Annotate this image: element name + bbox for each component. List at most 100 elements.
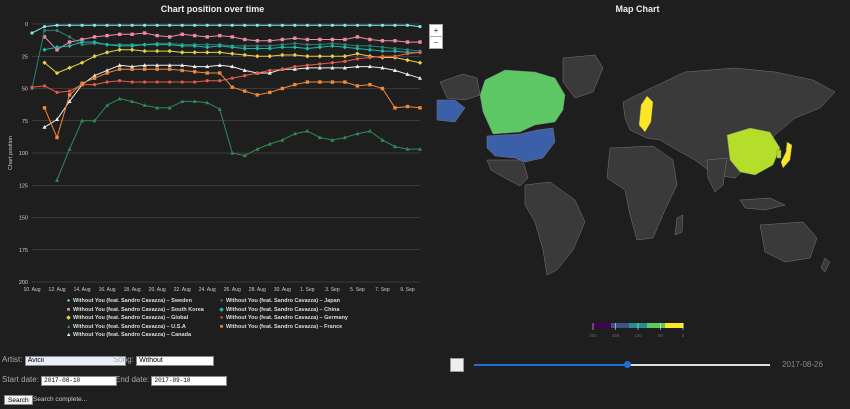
data-point — [418, 106, 422, 110]
new-zealand-region — [820, 257, 831, 273]
japan-region[interactable] — [780, 141, 793, 169]
data-point — [79, 39, 85, 45]
data-point — [180, 99, 185, 103]
data-point — [55, 28, 59, 33]
data-point — [243, 74, 247, 78]
data-point — [318, 37, 322, 42]
data-point — [380, 45, 385, 49]
data-point — [230, 85, 234, 89]
legend-item[interactable]: ◆ Without You (feat. Sandro Cavazza) – Ch… — [219, 307, 339, 313]
data-point — [180, 23, 184, 27]
world-map[interactable]: 200 150 100 50 0 — [425, 0, 850, 345]
data-point — [130, 23, 134, 27]
legend-item[interactable]: ■ Without You (feat. Sandro Cavazza) – So… — [66, 307, 204, 313]
legend-item[interactable]: ● Without You (feat. Sandro Cavazza) – Ge… — [219, 315, 348, 321]
data-point — [355, 35, 360, 39]
data-point — [130, 80, 134, 84]
india-region — [706, 157, 728, 193]
data-point — [55, 117, 60, 122]
data-point — [92, 83, 97, 87]
data-point — [205, 43, 209, 47]
search-button[interactable]: Search — [4, 395, 33, 405]
song-row: Song: — [113, 355, 215, 366]
data-point — [330, 43, 335, 49]
data-point — [355, 23, 360, 27]
data-point — [255, 54, 260, 59]
map-landmasses — [439, 54, 836, 276]
data-point — [217, 106, 222, 111]
date-slider[interactable] — [474, 361, 770, 368]
x-tick-label: 20. Aug — [149, 287, 166, 293]
legend-item[interactable]: ▲ Without You (feat. Sandro Cavazza) – Ca… — [66, 332, 191, 338]
legend-item[interactable]: ■ Without You (feat. Sandro Cavazza) – Fr… — [219, 324, 342, 330]
start-date-input[interactable] — [41, 375, 118, 386]
map-chart-panel: Map Chart — [425, 0, 850, 345]
y-tick-label: 200 — [19, 280, 28, 286]
end-date-input[interactable] — [151, 375, 228, 386]
zoom-in-button[interactable]: + — [429, 24, 443, 37]
china-region[interactable] — [726, 127, 781, 176]
data-point — [342, 54, 348, 59]
zoom-out-button[interactable]: − — [429, 36, 443, 49]
legend-marker: ◆ — [219, 306, 224, 313]
date-slider-thumb[interactable] — [624, 361, 632, 368]
y-tick-label: 150 — [19, 216, 28, 222]
data-point — [305, 80, 310, 84]
data-point — [155, 67, 159, 71]
data-point — [292, 131, 297, 136]
data-point — [42, 84, 47, 88]
legend-item[interactable]: ▲ Without You (feat. Sandro Cavazza) – U.… — [66, 324, 186, 330]
legend-item[interactable]: ● Without You (feat. Sandro Cavazza) – Sw… — [66, 298, 192, 304]
series-line — [31, 24, 421, 34]
data-point — [355, 44, 360, 48]
usa-region[interactable] — [486, 127, 556, 163]
data-point — [417, 60, 423, 65]
data-point — [230, 23, 234, 27]
data-point — [180, 80, 184, 84]
play-button[interactable] — [450, 358, 464, 372]
data-point — [142, 31, 147, 35]
color-scale-segment — [665, 323, 684, 328]
data-point — [343, 23, 347, 27]
sweden-region[interactable] — [638, 95, 654, 133]
y-tick-label: 75 — [22, 119, 28, 125]
legend-marker: ▲ — [66, 332, 72, 338]
data-point — [280, 37, 285, 42]
legend-label: Without You (feat. Sandro Cavazza) – U.S… — [73, 323, 186, 330]
data-point — [318, 43, 322, 47]
data-point — [280, 86, 285, 91]
map-colored-regions[interactable] — [436, 69, 793, 176]
x-tick-label: 28. Aug — [249, 287, 266, 293]
y-tick-label: 50 — [22, 87, 28, 93]
data-point — [117, 47, 122, 52]
data-point — [380, 86, 385, 91]
south-korea-region[interactable] — [776, 149, 782, 159]
legend-item[interactable]: ◆ Without You (feat. Sandro Cavazza) – Gl… — [66, 315, 188, 321]
usa-alaska-region[interactable] — [436, 99, 466, 123]
legend-item[interactable]: ● Without You (feat. Sandro Cavazza) – Ja… — [219, 298, 340, 304]
data-point — [193, 33, 197, 38]
data-point — [330, 61, 334, 65]
data-point — [305, 65, 310, 70]
data-point — [55, 23, 59, 27]
data-point — [192, 50, 197, 55]
data-point — [92, 118, 97, 123]
data-point — [105, 71, 109, 75]
data-point — [117, 43, 122, 49]
data-point — [104, 50, 110, 55]
data-point — [242, 52, 247, 58]
canada-region[interactable] — [479, 69, 566, 135]
data-point — [218, 23, 222, 27]
data-point — [80, 43, 84, 47]
data-point — [67, 43, 72, 49]
song-input[interactable] — [136, 355, 215, 366]
data-point — [343, 59, 347, 64]
data-point — [418, 24, 422, 29]
data-point — [280, 43, 284, 47]
data-point — [67, 40, 72, 44]
data-point — [268, 90, 272, 95]
data-point — [179, 50, 185, 55]
end-date-label: End date — [115, 375, 148, 384]
artist-input[interactable] — [24, 355, 126, 366]
data-point — [380, 54, 385, 58]
